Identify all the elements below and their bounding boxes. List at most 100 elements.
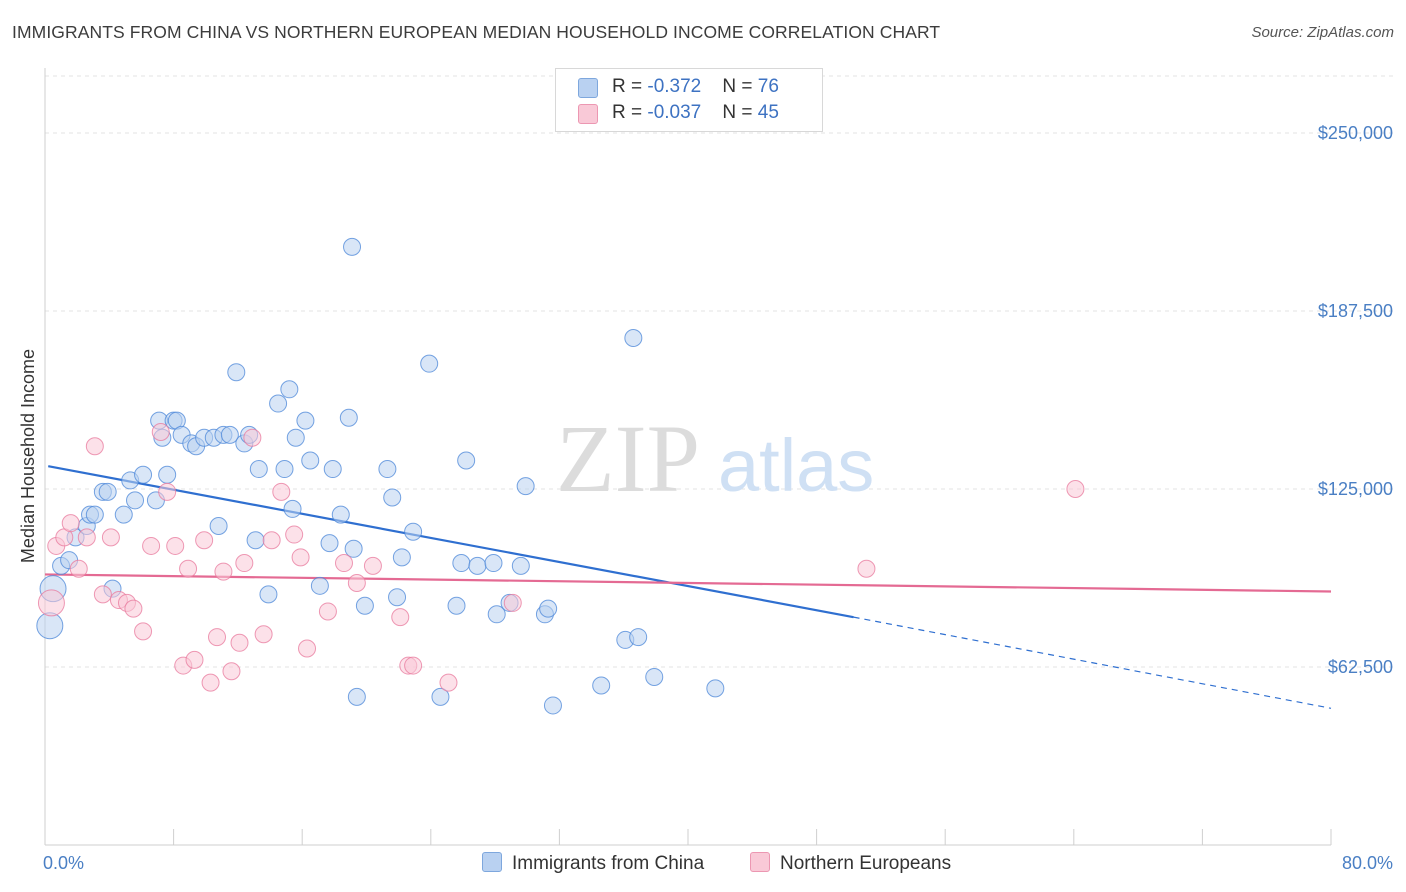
point-china <box>543 696 562 715</box>
point-china <box>296 411 315 430</box>
point-china <box>269 394 288 413</box>
point-northern-europeans <box>69 559 88 578</box>
point-china <box>286 428 305 447</box>
point-china <box>114 505 133 524</box>
point-china <box>283 499 302 518</box>
point-china <box>343 237 362 256</box>
legend-n-label: N = <box>722 102 758 123</box>
point-china <box>378 460 397 479</box>
point-northern-europeans <box>404 656 423 675</box>
point-northern-europeans <box>391 608 410 627</box>
point-china <box>158 465 177 484</box>
bottom-legend-swatch-northern-europeans <box>750 852 770 872</box>
point-china <box>320 534 339 553</box>
watermark: ZIP atlas <box>556 405 874 512</box>
point-northern-europeans <box>272 482 291 501</box>
point-northern-europeans <box>230 633 249 652</box>
point-northern-europeans <box>85 437 104 456</box>
point-northern-europeans <box>158 482 177 501</box>
point-china <box>592 676 611 695</box>
point-northern-europeans <box>142 536 161 555</box>
point-china <box>259 585 278 604</box>
point-northern-europeans <box>254 625 273 644</box>
gridlines <box>45 75 1393 668</box>
y-tick-label: $250,000 <box>1318 123 1393 143</box>
point-china <box>539 599 558 618</box>
stats-legend: R = -0.372 N = 76 R = -0.037 N = 45 <box>555 68 823 132</box>
x-tick-labels: 0.0% 80.0% <box>43 853 1393 873</box>
point-northern-europeans <box>134 622 153 641</box>
point-northern-europeans <box>347 573 366 592</box>
point-china <box>404 522 423 541</box>
legend-swatch-northern-europeans <box>578 104 598 124</box>
point-northern-europeans <box>179 559 198 578</box>
point-china <box>447 596 466 615</box>
point-northern-europeans <box>222 662 241 681</box>
point-china <box>331 505 350 524</box>
point-northern-europeans <box>208 628 227 647</box>
bottom-legend-label-china: Immigrants from China <box>512 853 705 874</box>
point-northern-europeans <box>1066 479 1085 498</box>
point-northern-europeans <box>93 585 112 604</box>
data-points <box>36 237 1085 715</box>
point-china <box>452 554 471 573</box>
x-tick-label: 80.0% <box>1342 853 1393 873</box>
point-china <box>388 588 407 607</box>
point-northern-europeans <box>503 593 522 612</box>
point-northern-europeans <box>439 673 458 692</box>
point-china <box>511 556 530 575</box>
point-northern-europeans <box>291 548 310 567</box>
point-china <box>347 687 366 706</box>
point-northern-europeans <box>243 428 262 447</box>
axes <box>44 68 1332 846</box>
point-northern-europeans <box>61 514 80 533</box>
point-china <box>209 517 228 536</box>
point-northern-europeans <box>298 639 317 658</box>
point-china <box>484 554 503 573</box>
point-northern-europeans <box>37 589 65 617</box>
y-tick-label: $62,500 <box>1328 657 1393 677</box>
bottom-legend-label-northern-europeans: Northern Europeans <box>780 853 952 874</box>
point-china <box>629 628 648 647</box>
point-northern-europeans <box>262 531 281 550</box>
point-northern-europeans <box>185 650 204 669</box>
point-northern-europeans <box>235 554 254 573</box>
point-northern-europeans <box>334 554 353 573</box>
legend-r-label: R = <box>612 76 648 97</box>
point-china <box>126 491 145 510</box>
point-china <box>355 596 374 615</box>
y-tick-label: $125,000 <box>1318 479 1393 499</box>
point-china <box>383 488 402 507</box>
chart-source: Source: ZipAtlas.com <box>1251 24 1394 41</box>
point-china <box>420 354 439 373</box>
legend-r-value: -0.037 <box>647 102 702 123</box>
point-china <box>323 460 342 479</box>
point-china <box>468 556 487 575</box>
point-northern-europeans <box>195 531 214 550</box>
y-axis-label: Median Household Income <box>18 349 38 563</box>
bottom-legend-china: Immigrants from China <box>482 852 704 875</box>
chart-title: IMMIGRANTS FROM CHINA VS NORTHERN EUROPE… <box>12 22 941 42</box>
point-china <box>98 482 117 501</box>
point-china <box>220 425 239 444</box>
point-china <box>487 605 506 624</box>
point-northern-europeans <box>285 525 304 544</box>
point-china <box>275 460 294 479</box>
point-northern-europeans <box>857 559 876 578</box>
point-china <box>645 667 664 686</box>
y-tick-labels: $62,500 $125,000 $187,500 $250,000 <box>1318 123 1393 677</box>
point-china <box>310 576 329 595</box>
point-china <box>249 460 268 479</box>
point-northern-europeans <box>214 562 233 581</box>
point-northern-europeans <box>77 528 96 547</box>
legend-r-value: -0.372 <box>647 76 702 97</box>
legend-n-label: N = <box>722 76 758 97</box>
point-northern-europeans <box>363 556 382 575</box>
point-northern-europeans <box>151 423 170 442</box>
point-china <box>85 505 104 524</box>
point-china <box>706 679 725 698</box>
point-china <box>457 451 476 470</box>
trend-lines <box>44 465 1332 709</box>
point-china <box>301 451 320 470</box>
